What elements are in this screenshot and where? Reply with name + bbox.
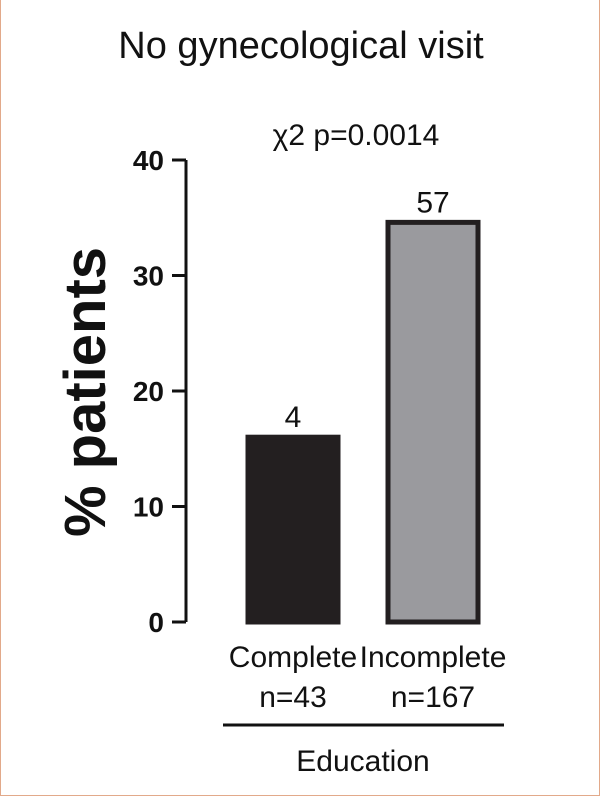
category-labels: Complete n=43 Incomplete n=167 (229, 641, 507, 714)
chi-square-annotation: χ2 p=0.0014 (273, 119, 440, 152)
bars: 4 57 (245, 186, 481, 625)
data-label: 57 (416, 186, 449, 219)
y-tick-label: 30 (133, 261, 164, 292)
data-label: 4 (285, 401, 302, 434)
x-category-n-label: n=43 (259, 681, 327, 714)
bar-complete (245, 434, 341, 625)
y-tick-label: 0 (148, 607, 164, 638)
axes: 0 10 20 30 40 (133, 145, 188, 638)
y-axis-label: % patients (53, 247, 118, 537)
bar-incomplete (385, 219, 481, 625)
x-axis-label: Education (296, 745, 429, 778)
chart-title: No gynecological visit (118, 25, 484, 67)
y-tick-label: 20 (133, 376, 164, 407)
y-tick-label: 40 (133, 145, 164, 176)
x-category-n-label: n=167 (391, 681, 475, 714)
x-category-label: Incomplete (360, 641, 507, 674)
y-tick-label: 10 (133, 492, 164, 523)
x-category-label: Complete (229, 641, 357, 674)
